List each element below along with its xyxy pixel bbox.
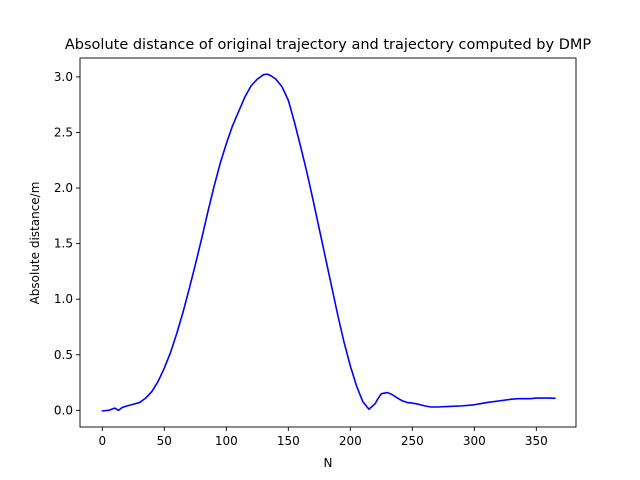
plot-area [79,57,577,428]
x-tick-label: 150 [277,434,300,448]
y-tick-label: 2.5 [54,125,73,139]
x-tick-label: 100 [215,434,238,448]
x-tick-label: 0 [98,434,106,448]
y-tick-label: 1.5 [54,237,73,251]
y-tick-label: 1.0 [54,292,73,306]
y-tick-label: 3.0 [54,70,73,84]
x-tick-label: 250 [401,434,424,448]
y-tick-label: 2.0 [54,181,73,195]
x-tick-label: 50 [157,434,172,448]
x-tick-label: 350 [525,434,548,448]
y-tick-label: 0.0 [54,403,73,417]
y-axis-label: Absolute distance/m [28,182,42,305]
chart-title: Absolute distance of original trajectory… [65,37,591,53]
x-axis-label: N [324,456,333,470]
series-line-0 [101,73,556,412]
y-axis-ticks: 0.0 0.5 1.0 1.5 2.0 2.5 3.0 [54,70,80,417]
plot-frame [79,57,577,428]
y-tick-label: 0.5 [54,348,73,362]
x-tick-label: 200 [339,434,362,448]
x-axis-ticks: 0 50 100 150 200 250 300 350 [98,427,548,448]
x-tick-label: 300 [463,434,486,448]
